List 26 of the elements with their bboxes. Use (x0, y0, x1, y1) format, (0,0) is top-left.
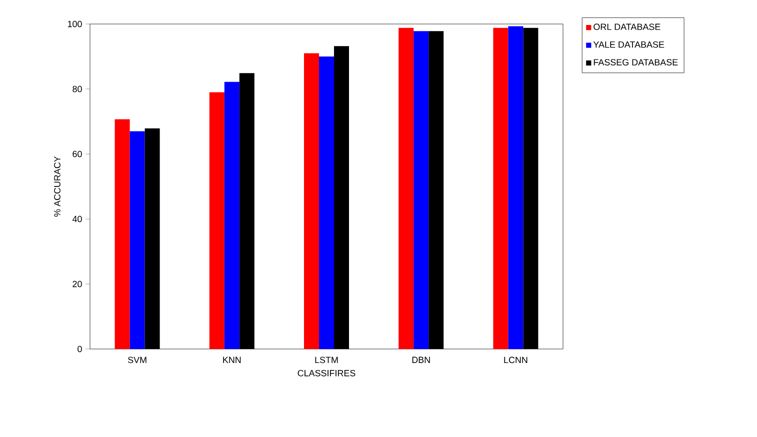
y-tick-label: 0 (78, 346, 82, 352)
y-tick-label: 80 (72, 86, 82, 92)
y-tick-label: 100 (68, 20, 82, 28)
y-axis-title: % ACCURACY (54, 156, 60, 217)
x-tick-label: LSTM (315, 356, 338, 364)
legend-label: ORL DATABASE (594, 24, 660, 30)
x-axis-title: CLASSIFIRES (298, 370, 356, 376)
y-tick-label: 40 (72, 216, 82, 222)
bar (398, 28, 414, 349)
bar (319, 56, 334, 349)
x-tick-label: LCNN (504, 356, 528, 364)
bar (209, 92, 224, 349)
bar (414, 31, 429, 349)
legend-label: FASSEG DATABASE (594, 59, 678, 66)
bar (304, 53, 319, 349)
y-tick-label: 60 (72, 150, 82, 158)
legend-label: YALE DATABASE (593, 41, 664, 48)
bar (508, 26, 524, 349)
bar (114, 119, 130, 349)
x-tick-label: SVM (128, 356, 146, 364)
bar (224, 82, 240, 349)
x-tick-label: DBN (412, 356, 430, 363)
y-tick-label: 20 (72, 280, 82, 288)
x-tick-label: KNN (223, 356, 241, 363)
bar (130, 131, 145, 349)
bar (493, 28, 508, 349)
